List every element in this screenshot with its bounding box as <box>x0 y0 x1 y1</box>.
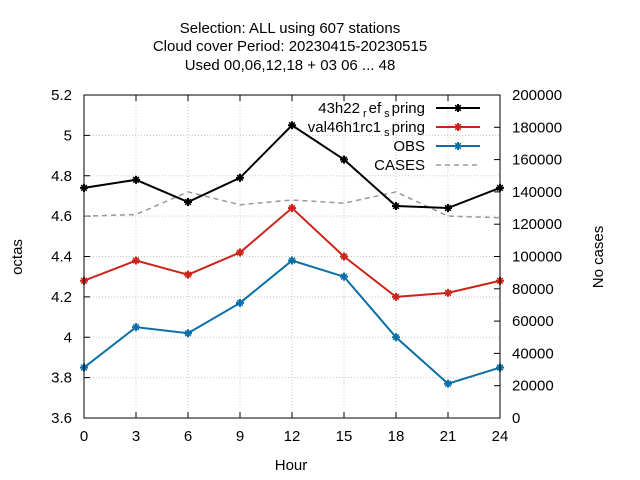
legend-marker-2 <box>454 142 462 150</box>
legend-label-0: 43h22 r ef s pring <box>318 100 425 120</box>
legend-label-2: OBS <box>393 138 425 155</box>
y2-tick-label: 20000 <box>512 378 554 395</box>
y-tick-label: 4.2 <box>51 289 72 306</box>
legend-marker-1 <box>454 123 462 131</box>
y-tick-label: 4.6 <box>51 208 72 225</box>
x-tick-label: 24 <box>492 428 509 445</box>
chart-title-line-3: Used 00,06,12,18 + 03 06 ... 48 <box>185 57 396 74</box>
y2-axis-label: No cases <box>590 226 607 289</box>
legend-label-part: CASES <box>374 157 425 174</box>
legend-entry-3: CASES <box>374 157 480 174</box>
series-point-0 <box>340 155 348 164</box>
y2-tick-label: 140000 <box>512 184 562 201</box>
x-tick-label: 9 <box>236 428 244 445</box>
series-point-2 <box>444 379 452 388</box>
series-group <box>80 121 504 388</box>
legend-label-part: s <box>384 127 390 139</box>
series-point-0 <box>236 173 244 182</box>
legend-label-part: pring <box>392 119 425 136</box>
x-axis-ticks: 0 3 6 9 12 15 18 21 24 <box>80 95 509 445</box>
x-tick-label: 0 <box>80 428 88 445</box>
y-tick-label: 4.8 <box>51 168 72 185</box>
y-tick-label: 4 <box>64 329 72 346</box>
y2-tick-label: 100000 <box>512 249 562 266</box>
legend-label-part: s <box>384 108 390 120</box>
series-point-1 <box>392 292 400 301</box>
y2-tick-label: 80000 <box>512 281 554 298</box>
x-tick-label: 15 <box>336 428 353 445</box>
series-point-1 <box>236 248 244 257</box>
y2-tick-label: 180000 <box>512 119 562 136</box>
x-tick-label: 6 <box>184 428 192 445</box>
x-tick-label: 18 <box>388 428 405 445</box>
y2-tick-label: 200000 <box>512 87 562 104</box>
series-point-2 <box>184 329 192 338</box>
series-point-0 <box>132 175 140 184</box>
series-point-0 <box>444 204 452 213</box>
series-point-2 <box>132 323 140 332</box>
y2-tick-label: 120000 <box>512 216 562 233</box>
series-point-1 <box>288 204 296 213</box>
y2-tick-label: 0 <box>512 410 520 427</box>
series-1 <box>80 204 504 301</box>
y-tick-label: 5.2 <box>51 87 72 104</box>
legend-label-3: CASES <box>374 157 425 174</box>
series-point-2 <box>236 298 244 307</box>
y2-tick-label: 40000 <box>512 345 554 362</box>
y2-tick-label: 160000 <box>512 152 562 169</box>
legend-label-1: val46h1rc1 s pring <box>308 119 425 139</box>
x-axis-label: Hour <box>275 457 308 474</box>
y-tick-label: 3.6 <box>51 410 72 427</box>
series-point-1 <box>132 256 140 265</box>
legend-label-part: OBS <box>393 138 425 155</box>
y-axis-label: octas <box>9 239 26 275</box>
y2-tick-label: 60000 <box>512 313 554 330</box>
series-point-1 <box>184 270 192 279</box>
y2-axis-ticks: 0 20000 40000 60000 80000 100000 120000 140000 1… <box>494 87 562 427</box>
series-point-2 <box>340 272 348 281</box>
legend-marker-0 <box>454 104 462 112</box>
legend-label-part: 43h22 <box>318 100 360 117</box>
legend-label-part: pring <box>392 100 425 117</box>
legend-label-part: val46h1rc1 <box>308 119 381 136</box>
series-point-2 <box>288 256 296 265</box>
series-point-0 <box>392 202 400 211</box>
series-point-2 <box>392 333 400 342</box>
x-tick-label: 3 <box>132 428 140 445</box>
chart-title-line-1: Selection: ALL using 607 stations <box>180 20 400 37</box>
chart-title: Selection: ALL using 607 stations Cloud … <box>153 20 427 74</box>
x-tick-label: 21 <box>440 428 457 445</box>
x-tick-label: 12 <box>284 428 301 445</box>
chart-title-line-2: Cloud cover Period: 20230415-20230515 <box>153 38 427 55</box>
legend-entry-1: val46h1rc1 s pring <box>308 119 480 139</box>
y-tick-label: 3.8 <box>51 370 72 387</box>
y-tick-label: 5 <box>64 127 72 144</box>
grid-lines <box>84 95 500 418</box>
legend-entry-2: OBS <box>393 138 480 155</box>
series-point-0 <box>288 121 296 130</box>
plot-border <box>83 94 501 419</box>
legend-entry-0: 43h22 r ef s pring <box>318 100 480 120</box>
y-tick-label: 4.4 <box>51 249 72 266</box>
series-point-1 <box>444 288 452 297</box>
legend-label-part: r <box>363 108 367 120</box>
series-point-0 <box>184 197 192 206</box>
legend-label-part: ef <box>369 100 382 117</box>
series-point-1 <box>340 252 348 261</box>
